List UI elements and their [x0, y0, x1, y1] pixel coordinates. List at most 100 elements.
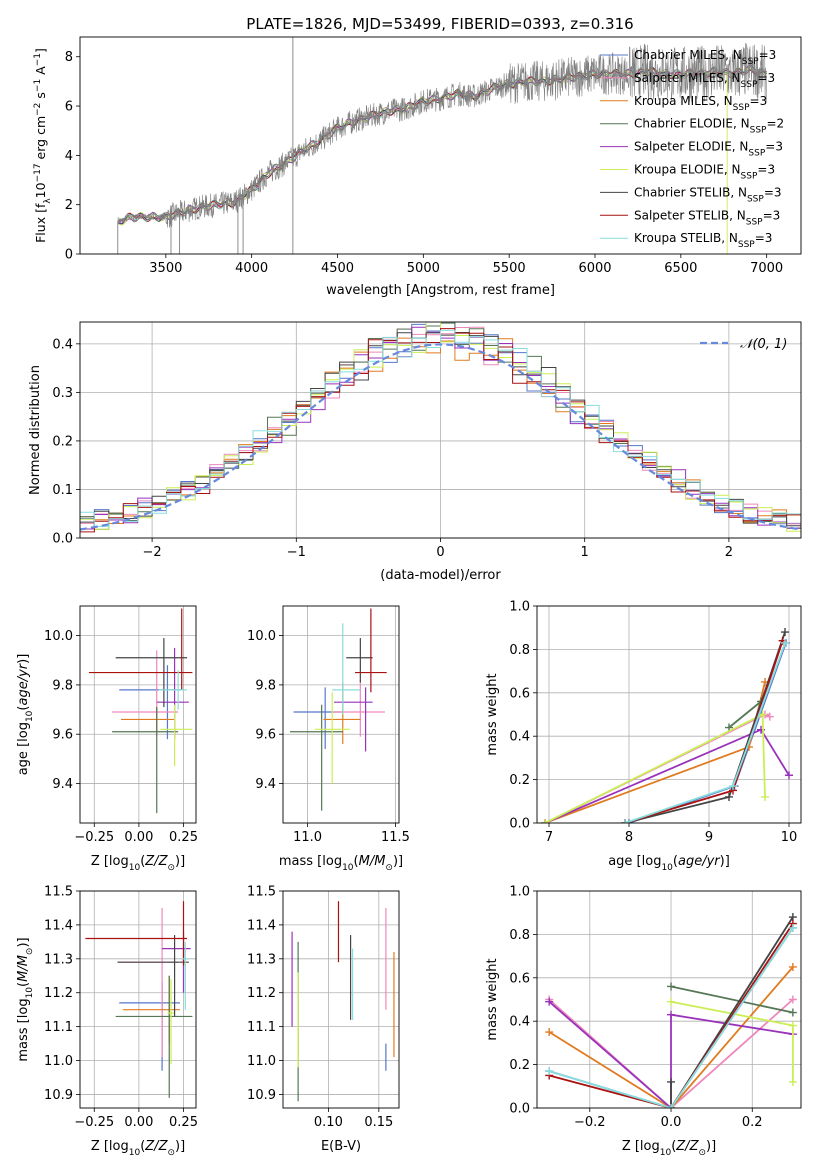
x-tick-label: 11.5 [381, 830, 410, 845]
x-tick-label: −2 [143, 545, 162, 560]
y-tick-label: 1.0 [509, 885, 530, 900]
y-tick-label: 11.5 [44, 885, 73, 900]
mass-weight-marker [625, 819, 633, 823]
axes-frame [79, 890, 197, 1109]
mass-weight-line [548, 998, 794, 1108]
x-axis-label: Z [log10(Z/Z⊙)] [91, 854, 185, 873]
mass-weight-marker [729, 782, 737, 791]
y-tick-label: 9.4 [52, 777, 73, 792]
x-tick-label: 0.15 [364, 1115, 393, 1130]
legend-label: Salpeter STELIB, NSSP=3 [634, 208, 780, 227]
y-tick-label: 0.2 [509, 773, 530, 788]
y-tick-label: 11.1 [247, 1020, 276, 1035]
mass-weight-marker [667, 1010, 676, 1019]
legend-label: Salpeter MILES, NSSP=3 [634, 71, 775, 90]
mass-weight-line [670, 916, 794, 1108]
x-axis-label: (data-model)/error [380, 568, 501, 583]
mass-weight-marker [785, 771, 793, 780]
y-tick-label: 10.0 [247, 629, 276, 644]
x-axis-label: mass [log10(M/M⊙)] [279, 854, 403, 873]
x-tick-label: 0.00 [124, 1115, 153, 1130]
y-axis-label: mass [log10(M/M⊙)] [16, 937, 35, 1061]
histograms [80, 322, 801, 535]
y-axis-label: Normed distribution [28, 365, 43, 495]
errorbars [88, 608, 193, 814]
mass-weight-marker [788, 923, 797, 932]
x-tick-label: 2 [725, 545, 733, 560]
weight-lines [541, 628, 793, 823]
legend-label: Chabrier MILES, NSSP=3 [634, 48, 776, 67]
mass-weight-line [548, 1001, 794, 1108]
x-tick-label: 1 [581, 545, 589, 560]
y-tick-label: 11.3 [247, 952, 276, 967]
y-tick-label: 11.0 [44, 1054, 73, 1069]
mass-weight-marker [788, 995, 797, 1004]
x-tick-label: −0.25 [74, 1115, 114, 1130]
y-tick-label: 9.6 [255, 728, 276, 743]
y-tick-label: 0.4 [509, 730, 530, 745]
residual-histogram-panel: −2 −1 0 1 2 0.0 0.1 0.2 0.3 0.4 (data-model)/error… [28, 321, 802, 583]
x-tick-label: 6500 [664, 261, 697, 276]
x-tick-label: 9 [705, 830, 713, 845]
mass-weight-line [548, 923, 794, 1108]
x-tick-label: 10 [781, 830, 798, 845]
x-tick-label: 0 [436, 545, 444, 560]
y-tick-label: 0.4 [509, 1015, 530, 1030]
y-tick-label: 0.0 [509, 1102, 530, 1117]
axes-frame [536, 890, 802, 1109]
mass-weight-line [670, 985, 794, 1014]
legend-label: Kroupa MILES, NSSP=3 [634, 94, 767, 113]
mass-weight-marker [621, 819, 629, 823]
mass-weight-line [548, 927, 794, 1108]
spectrum-panel: 3500 4000 4500 5000 5500 6000 6500 7000 0 2 4 6 8 wav… [33, 36, 802, 298]
y-tick-label: 0.0 [509, 817, 530, 832]
legend-label: Kroupa STELIB, NSSP=3 [634, 231, 772, 250]
mass-weight-line [728, 700, 762, 729]
errorbars [290, 608, 387, 811]
y-tick-label: 8 [65, 50, 73, 65]
model-spectrum-line [117, 64, 768, 223]
y-tick-label: 11.4 [44, 918, 73, 933]
legend-label: Kroupa ELODIE, NSSP=3 [634, 163, 775, 182]
x-tick-label: 3500 [149, 261, 182, 276]
mass-vs-ebv-panel: 0.10 0.15 10.9 11.0 11.1 11.2 11.3 11.4 11.5 E(B-… [247, 885, 400, 1154]
y-tick-label: 0.0 [52, 532, 73, 547]
x-axis-label: age [log10(age/yr)] [608, 854, 730, 873]
histogram-step-line [80, 329, 801, 535]
axes-frame [536, 605, 802, 824]
x-tick-label: 7000 [750, 261, 783, 276]
y-tick-label: 9.8 [255, 678, 276, 693]
x-tick-label: 0.0 [661, 1115, 682, 1130]
y-tick-label: 6 [65, 100, 73, 115]
figure-title: PLATE=1826, MJD=53499, FIBERID=0393, z=0… [246, 15, 633, 33]
x-tick-label: 11.0 [293, 830, 322, 845]
mass-weight-marker [725, 723, 733, 732]
x-tick-label: 0.25 [169, 1115, 198, 1130]
y-tick-label: 0.6 [509, 686, 530, 701]
y-tick-label: 11.2 [44, 986, 73, 1001]
x-tick-label: 0.2 [742, 1115, 763, 1130]
legend-label: Chabrier ELODIE, NSSP=2 [634, 117, 784, 136]
mass-weight-marker [788, 1008, 797, 1017]
normal-distribution-curve [80, 343, 801, 531]
mass-weight-marker [788, 1021, 797, 1030]
age-vs-mass-panel: 11.0 11.5 9.4 9.6 9.8 10.0 mass [log10(M/M⊙)] [247, 605, 410, 873]
y-tick-label: 0.2 [509, 1058, 530, 1073]
y-tick-label: 11.3 [44, 952, 73, 967]
y-tick-label: 0.2 [52, 434, 73, 449]
mass-weight-marker [545, 1028, 554, 1037]
y-tick-label: 11.4 [247, 918, 276, 933]
mass-weight-marker [788, 962, 797, 971]
spectrum-lines [117, 37, 768, 254]
x-tick-label: 4500 [321, 261, 354, 276]
x-tick-label: 7 [545, 830, 553, 845]
x-tick-label: −0.2 [574, 1115, 606, 1130]
observed-spectrum-line [117, 42, 767, 228]
y-axis-label: Flux [fλ10−17 erg cm−2 s−1 A−1] [33, 48, 53, 243]
y-tick-label: 0.4 [52, 337, 73, 352]
mass-weight-marker [667, 1104, 676, 1108]
x-tick-label: 4000 [235, 261, 268, 276]
mass-weight-marker [781, 628, 789, 637]
mass-vs-metallicity-panel: −0.25 0.00 0.25 10.9 11.0 11.1 11.2 11.3 11.4 11.… [16, 885, 198, 1159]
mass-weight-marker [725, 792, 733, 801]
